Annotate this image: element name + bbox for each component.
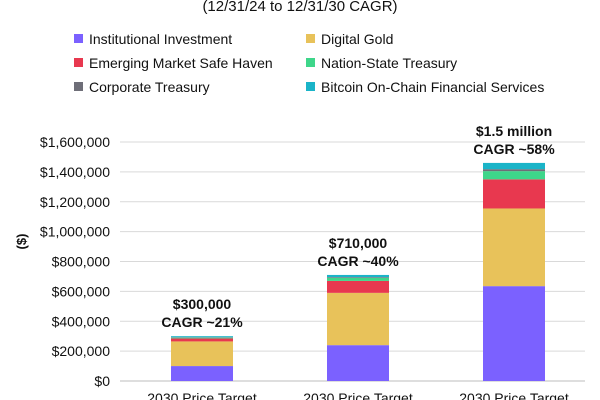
legend-swatch: [306, 34, 315, 43]
legend-swatch: [74, 34, 83, 43]
y-tick-label: $400,000: [52, 313, 111, 329]
bar-annotation: CAGR ~40%: [317, 253, 399, 269]
bar-annotation: CAGR ~58%: [473, 141, 555, 157]
bar-segment: [171, 366, 233, 381]
legend-swatch: [306, 82, 315, 91]
bar-segment: [327, 292, 389, 346]
y-tick-label: $1,000,000: [40, 224, 110, 240]
y-axis-label: ($): [14, 234, 29, 250]
bar-annotation: CAGR ~21%: [161, 314, 243, 330]
y-tick-label: $1,200,000: [40, 194, 110, 210]
bar-segment: [171, 336, 233, 338]
y-tick-label: $800,000: [52, 254, 111, 270]
bar-segment: [327, 277, 389, 278]
legend-entry: Nation-State Treasury: [306, 54, 566, 71]
legend-label: Digital Gold: [321, 30, 394, 47]
y-tick-label: $0: [94, 373, 110, 389]
legend: Institutional Investment Digital Gold Em…: [74, 30, 594, 95]
bars: [171, 162, 545, 381]
legend-label: Nation-State Treasury: [321, 54, 458, 71]
bar-annotation: $710,000: [329, 235, 388, 251]
x-category-label: 2030 Price Target: [303, 390, 413, 400]
y-axis-ticks: $0 $200,000 $400,000 $600,000 $800,000 $1,000…: [40, 134, 110, 389]
bar-annotation: $300,000: [173, 296, 232, 312]
y-tick-label: $1,400,000: [40, 164, 110, 180]
bar-segment: [327, 274, 389, 278]
bar-segment: [327, 280, 389, 293]
bar-segment: [327, 345, 389, 381]
bar-segment: [171, 341, 233, 367]
legend-swatch: [74, 58, 83, 67]
y-tick-label: $1,600,000: [40, 134, 110, 150]
bar-segment: [483, 171, 545, 180]
bar-segment: [483, 162, 545, 170]
bar-segment: [483, 286, 545, 381]
x-axis-categories: 2030 Price Target 2030 Price Target 2030 P…: [147, 390, 569, 400]
legend-entry: Digital Gold: [306, 30, 566, 47]
legend-entry: Emerging Market Safe Haven: [74, 54, 306, 71]
bar-annotation: $1.5 million: [476, 123, 552, 139]
annotations: $300,000 CAGR ~21% $710,000 CAGR ~40% $1.5 m…: [161, 123, 555, 330]
legend-label: Emerging Market Safe Haven: [89, 54, 273, 71]
bar-segment: [483, 179, 545, 209]
legend-label: Institutional Investment: [89, 30, 233, 47]
legend-entry: Institutional Investment: [74, 30, 306, 47]
bar-segment: [483, 208, 545, 287]
legend-swatch: [74, 82, 83, 91]
legend-label: Corporate Treasury: [89, 78, 210, 95]
legend-label: Bitcoin On-Chain Financial Services: [321, 78, 545, 95]
legend-swatch: [306, 58, 315, 67]
chart-subtitle: (12/31/24 to 12/31/30 CAGR): [202, 0, 398, 15]
y-tick-label: $600,000: [52, 283, 111, 299]
x-category-label: 2030 Price Target: [147, 390, 257, 400]
bar-segment: [171, 337, 233, 339]
bar-segment: [483, 169, 545, 172]
bar-segment: [327, 277, 389, 281]
bar-segment: [171, 338, 233, 342]
y-tick-label: $200,000: [52, 343, 111, 359]
legend-entry: Corporate Treasury: [74, 78, 306, 95]
x-category-label: 2030 Price Target: [459, 390, 569, 400]
legend-entry: Bitcoin On-Chain Financial Services: [306, 78, 566, 95]
